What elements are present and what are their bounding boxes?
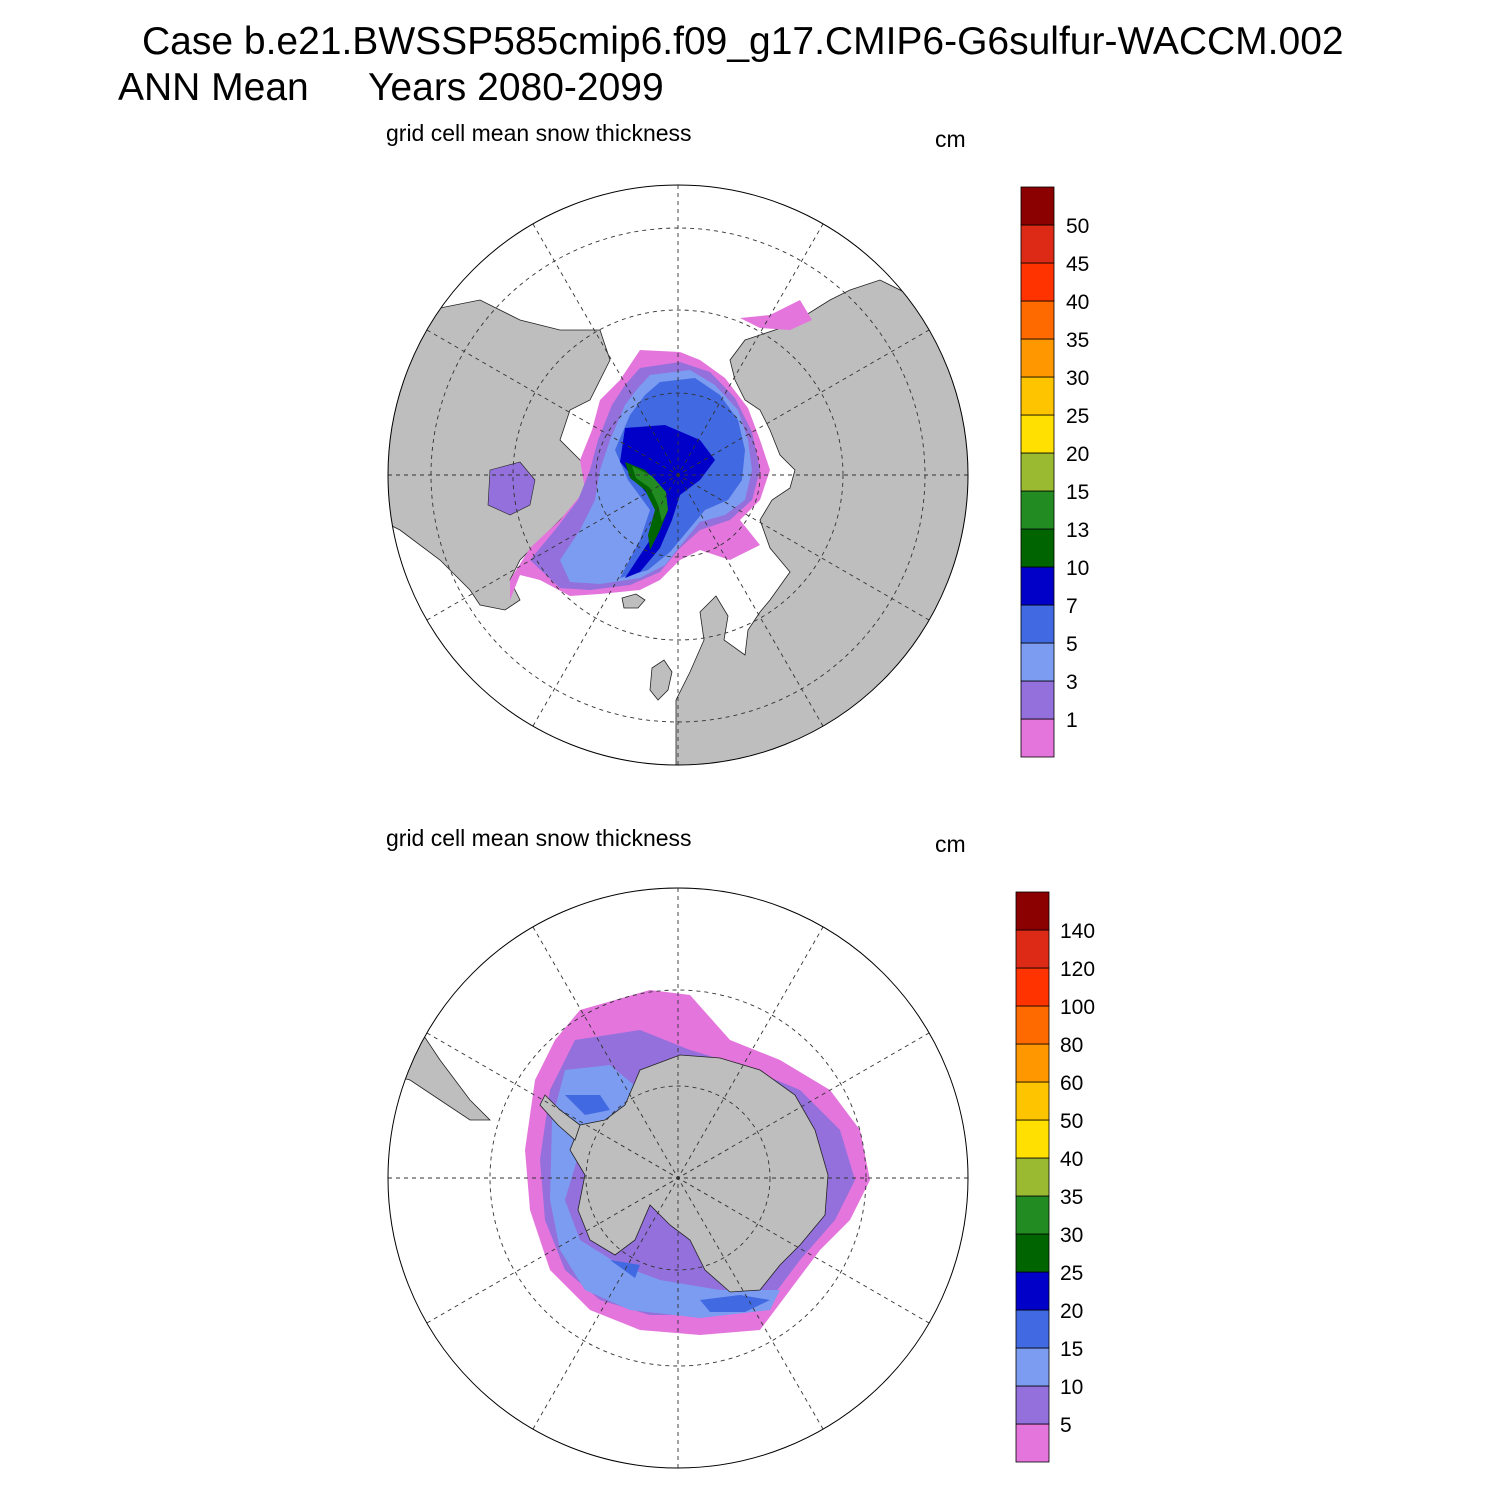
south-panel-title: grid cell mean snow thickness: [386, 825, 692, 851]
north-colorbar-box: [1020, 262, 1055, 302]
north-britain-land: [649, 659, 673, 701]
south-colorbar-box: [1015, 1005, 1050, 1045]
north-colorbar-tick-label: 45: [1066, 253, 1089, 276]
south-colorbar-box: [1015, 891, 1050, 931]
north-colorbar-tick-label: 5: [1066, 633, 1078, 656]
north-colorbar-box: [1020, 604, 1055, 644]
south-colorbar-box: [1015, 1157, 1050, 1197]
north-polar-map: [387, 184, 969, 766]
north-colorbar-box: [1020, 566, 1055, 606]
north-colorbar-box: [1020, 414, 1055, 454]
north-map-border: [387, 184, 969, 766]
north-colorbar-box: [1020, 376, 1055, 416]
north-colorbar-box: [1020, 490, 1055, 530]
north-hudson-bay: [487, 461, 536, 516]
north-colorbar-tick-label: 25: [1066, 405, 1089, 428]
north-colorbar-box: [1020, 718, 1055, 758]
south-colorbar-tick-label: 30: [1060, 1224, 1083, 1247]
south-colorbar-tick-label: 60: [1060, 1072, 1083, 1095]
south-colorbar-tick-label: 40: [1060, 1148, 1083, 1171]
south-colorbar-box: [1015, 1423, 1050, 1463]
north-colorbar-tick-label: 30: [1066, 367, 1089, 390]
south-colorbar-tick-label: 15: [1060, 1338, 1083, 1361]
north-colorbar-box: [1020, 186, 1055, 226]
north-colorbar-tick-label: 10: [1066, 557, 1089, 580]
north-colorbar-box: [1020, 224, 1055, 264]
north-colorbar-box: [1020, 300, 1055, 340]
south-map-border: [387, 887, 969, 1469]
north-snow-band-5: [620, 425, 715, 578]
south-antarctica-land: [569, 1054, 829, 1293]
south-colorbar-tick-label: 35: [1060, 1186, 1083, 1209]
case-title: Case b.e21.BWSSP585cmip6.f09_g17.CMIP6-G…: [142, 20, 1344, 63]
north-colorbar-tick-label: 3: [1066, 671, 1078, 694]
north-graticule: [388, 185, 968, 765]
north-units-label: cm: [935, 126, 966, 152]
south-polar-map: [387, 887, 969, 1469]
south-colorbar-tick-label: 25: [1060, 1262, 1083, 1285]
north-colorbar-tick-label: 20: [1066, 443, 1089, 466]
south-colorbar-box: [1015, 1271, 1050, 1311]
north-colorbar-box: [1020, 528, 1055, 568]
north-colorbar-tick-label: 1: [1066, 709, 1078, 732]
north-bering-snow: [740, 300, 812, 330]
south-colorbar-box: [1015, 1385, 1050, 1425]
south-colorbar-box: [1015, 1347, 1050, 1387]
south-colorbar-tick-label: 120: [1060, 958, 1095, 981]
south-units-label: cm: [935, 831, 966, 857]
south-colorbar-tick-label: 10: [1060, 1376, 1083, 1399]
north-colorbar-box: [1020, 642, 1055, 682]
north-panel-title: grid cell mean snow thickness: [386, 120, 692, 146]
north-colorbar-box: [1020, 680, 1055, 720]
south-colorbar-tick-label: 140: [1060, 920, 1095, 943]
south-colorbar-tick-label: 20: [1060, 1300, 1083, 1323]
south-colorbar-tick-label: 50: [1060, 1110, 1083, 1133]
north-colorbar-tick-label: 35: [1066, 329, 1089, 352]
south-colorbar-box: [1015, 1081, 1050, 1121]
south-colorbar-box: [1015, 929, 1050, 969]
north-colorbar-tick-label: 13: [1066, 519, 1089, 542]
north-colorbar-box: [1020, 452, 1055, 492]
south-colorbar-box: [1015, 1119, 1050, 1159]
mean-label: ANN Mean: [118, 66, 309, 109]
south-colorbar-box: [1015, 967, 1050, 1007]
south-colorbar-box: [1015, 1043, 1050, 1083]
south-colorbar-tick-label: 5: [1060, 1414, 1072, 1437]
north-colorbar-tick-label: 7: [1066, 595, 1078, 618]
north-colorbar-box: [1020, 338, 1055, 378]
south-colorbar-box: [1015, 1195, 1050, 1235]
north-iceland-land: [621, 593, 646, 609]
north-colorbar-tick-label: 40: [1066, 291, 1089, 314]
south-graticule: [388, 888, 968, 1468]
south-colorbar: 5 10 15 20 25 30 35 40 50 60 80 100 120 140: [1015, 891, 1095, 1463]
south-colorbar-box: [1015, 1233, 1050, 1273]
south-colorbar-tick-label: 100: [1060, 996, 1095, 1019]
north-colorbar-tick-label: 15: [1066, 481, 1089, 504]
years-label: Years 2080-2099: [368, 66, 664, 109]
south-colorbar-box: [1015, 1309, 1050, 1349]
south-colorbar-tick-label: 80: [1060, 1034, 1083, 1057]
north-colorbar-tick-label: 50: [1066, 215, 1089, 238]
